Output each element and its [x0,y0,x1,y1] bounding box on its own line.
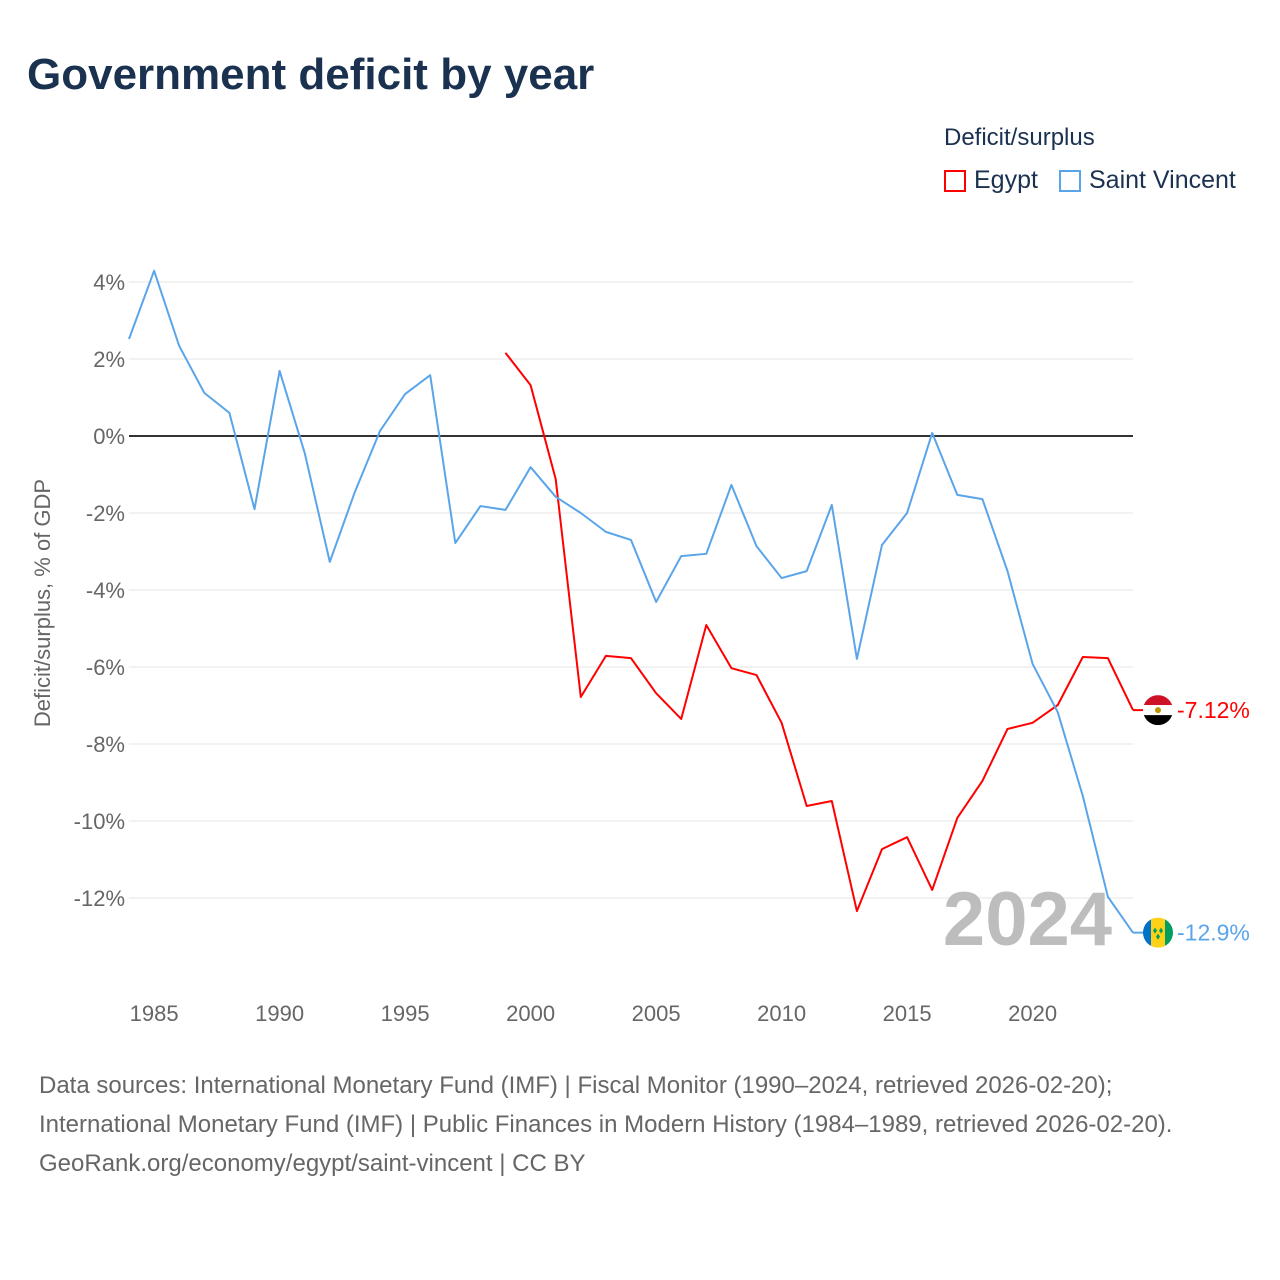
data-sources: Data sources: International Monetary Fun… [39,1072,1173,1138]
legend-label: Saint Vincent [1089,166,1236,194]
x-tick-label: 1995 [381,1001,430,1026]
flag-diamond [1159,927,1163,934]
y-tick-label: -2% [86,501,125,526]
flag-stripe [1143,695,1173,706]
flag-stripe [1143,917,1151,948]
flag-diamond [1156,933,1160,940]
y-tick-label: -6% [86,655,125,680]
y-tick-label: -10% [74,809,125,834]
series-line-egypt [504,352,1134,913]
x-tick-label: 1990 [255,1001,304,1026]
legend-label: Egypt [974,166,1038,194]
y-tick-label: 0% [93,424,125,449]
flag-stripe [1165,917,1173,948]
legend-swatch-saint-vincent [1059,169,1081,192]
flag-stripe [1143,715,1173,726]
y-tick-label: -4% [86,578,125,603]
y-axis-label: Deficit/surplus, % of GDP [30,479,55,727]
year-watermark: 2024 [943,877,1112,962]
legend-item-egypt[interactable]: Egypt [944,166,1038,195]
x-tick-label: 2010 [757,1001,806,1026]
flag-stripe [1151,917,1165,948]
series-line-saint-vincent [128,269,1134,934]
legend-swatch-egypt [944,169,966,192]
footer: Data sources: International Monetary Fun… [39,1066,1239,1183]
chart-title: Government deficit by year [27,50,595,99]
y-tick-label: -12% [74,886,125,911]
x-tick-label: 1985 [130,1001,179,1026]
y-tick-label: -8% [86,732,125,757]
flag-egypt-icon [1143,695,1173,726]
flag-emblem [1155,707,1161,714]
y-tick-label: 4% [93,270,125,295]
flag-body [1143,695,1173,726]
flag-diamond [1153,927,1157,934]
end-label-egypt: -7.12% [1177,697,1250,723]
end-label-saint-vincent: -12.9% [1177,920,1250,946]
credit-link[interactable]: GeoRank.org/economy/egypt/saint-vincent … [39,1150,586,1177]
legend-title: Deficit/surplus [944,124,1095,151]
legend-item-saint-vincent[interactable]: Saint Vincent [1059,166,1236,195]
flag-saint-vincent-icon [1143,917,1173,948]
y-tick-label: 2% [93,347,125,372]
flag-body [1143,917,1173,948]
x-tick-label: 2000 [506,1001,555,1026]
x-tick-label: 2020 [1008,1001,1057,1026]
x-tick-label: 2015 [883,1001,932,1026]
x-tick-label: 2005 [632,1001,681,1026]
